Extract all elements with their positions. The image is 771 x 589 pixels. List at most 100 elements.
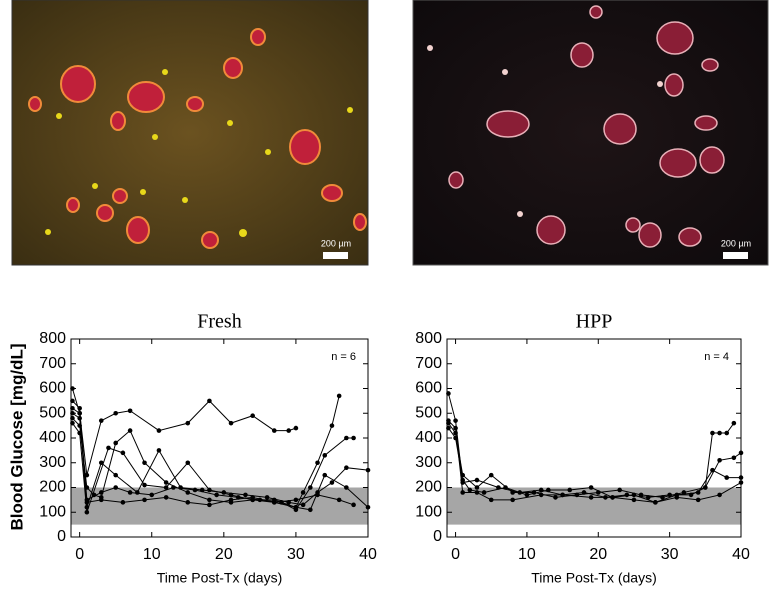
data-point bbox=[214, 492, 219, 498]
series-line bbox=[448, 420, 742, 503]
data-point bbox=[703, 485, 708, 490]
data-point bbox=[293, 505, 299, 510]
y-tick-label: 600 bbox=[415, 380, 442, 397]
series-line bbox=[448, 422, 742, 498]
data-point bbox=[474, 485, 480, 490]
y-tick-label: 800 bbox=[39, 330, 66, 347]
data-point bbox=[553, 495, 558, 500]
x-tick-label: 20 bbox=[215, 546, 233, 563]
data-point bbox=[453, 425, 458, 431]
data-point bbox=[724, 475, 730, 480]
data-point bbox=[724, 430, 730, 436]
data-point bbox=[467, 487, 473, 493]
data-point bbox=[710, 430, 715, 436]
data-point bbox=[264, 495, 270, 500]
x-tick-label: 10 bbox=[518, 546, 536, 563]
data-point bbox=[199, 487, 205, 493]
data-point bbox=[731, 420, 737, 426]
series-line bbox=[72, 400, 354, 511]
data-point bbox=[446, 418, 451, 423]
data-point bbox=[293, 497, 299, 503]
data-point bbox=[171, 485, 176, 490]
data-point bbox=[329, 423, 335, 428]
data-point bbox=[106, 445, 111, 451]
data-point bbox=[510, 490, 515, 495]
data-point bbox=[127, 408, 133, 414]
data-point bbox=[98, 490, 104, 495]
data-point bbox=[474, 477, 480, 483]
data-point bbox=[135, 490, 140, 495]
data-point bbox=[243, 492, 248, 498]
data-point bbox=[315, 460, 320, 466]
data-point bbox=[70, 410, 75, 416]
data-point bbox=[588, 485, 594, 490]
data-point bbox=[70, 415, 75, 421]
y-tick-label: 200 bbox=[39, 479, 66, 496]
data-point bbox=[185, 420, 191, 426]
data-point bbox=[120, 450, 126, 456]
chart-title: HPP bbox=[576, 311, 613, 333]
data-point bbox=[488, 497, 494, 503]
x-tick-label: 30 bbox=[661, 546, 679, 563]
y-tick-label: 400 bbox=[415, 429, 442, 446]
data-point bbox=[315, 492, 320, 498]
micrograph-fresh: 200 µm bbox=[11, 0, 369, 266]
x-tick-label: 10 bbox=[143, 546, 161, 563]
y-tick-label: 100 bbox=[415, 503, 442, 520]
data-point bbox=[446, 391, 451, 396]
data-point bbox=[453, 418, 458, 423]
data-point bbox=[717, 457, 722, 463]
data-point bbox=[127, 490, 133, 495]
data-point bbox=[300, 502, 306, 508]
data-point bbox=[365, 505, 371, 510]
x-tick-label: 30 bbox=[287, 546, 305, 563]
data-point bbox=[446, 425, 451, 431]
data-point bbox=[738, 450, 744, 456]
data-point bbox=[738, 480, 744, 485]
data-point bbox=[731, 455, 737, 461]
data-point bbox=[70, 406, 75, 411]
annotation: n = 4 bbox=[704, 351, 729, 363]
data-point bbox=[185, 490, 191, 495]
data-point bbox=[163, 480, 169, 485]
x-tick-label: 40 bbox=[732, 546, 750, 563]
data-point bbox=[488, 472, 494, 478]
data-point bbox=[538, 492, 544, 498]
data-point bbox=[308, 507, 313, 513]
data-point bbox=[610, 495, 615, 500]
data-point bbox=[510, 497, 515, 503]
data-point bbox=[695, 497, 701, 503]
data-point bbox=[560, 492, 565, 498]
data-point bbox=[638, 492, 644, 498]
data-point bbox=[503, 485, 508, 490]
series-line bbox=[72, 412, 354, 506]
data-point bbox=[329, 480, 335, 485]
data-point bbox=[250, 413, 255, 419]
data-point bbox=[207, 497, 212, 503]
data-point bbox=[351, 435, 356, 441]
data-point bbox=[617, 487, 622, 493]
y-tick-label: 700 bbox=[39, 355, 66, 372]
data-point bbox=[738, 475, 744, 480]
data-point bbox=[717, 492, 722, 498]
data-point bbox=[98, 460, 104, 466]
data-point bbox=[77, 415, 82, 421]
data-point bbox=[588, 495, 594, 500]
chart-title: Fresh bbox=[197, 311, 241, 333]
data-point bbox=[113, 485, 118, 490]
data-point bbox=[192, 487, 198, 493]
data-point bbox=[624, 492, 630, 498]
data-point bbox=[185, 460, 191, 466]
data-point bbox=[98, 497, 104, 503]
data-point bbox=[149, 492, 155, 498]
data-point bbox=[228, 497, 234, 503]
data-point bbox=[70, 398, 75, 404]
data-point bbox=[293, 425, 299, 431]
y-tick-label: 600 bbox=[39, 380, 66, 397]
data-point bbox=[127, 428, 133, 433]
data-point bbox=[77, 410, 82, 416]
y-tick-label: 800 bbox=[415, 330, 442, 347]
y-axis-label: Blood Glucose [mg/dL] bbox=[7, 344, 26, 531]
data-point bbox=[344, 485, 349, 490]
data-point bbox=[207, 502, 212, 508]
